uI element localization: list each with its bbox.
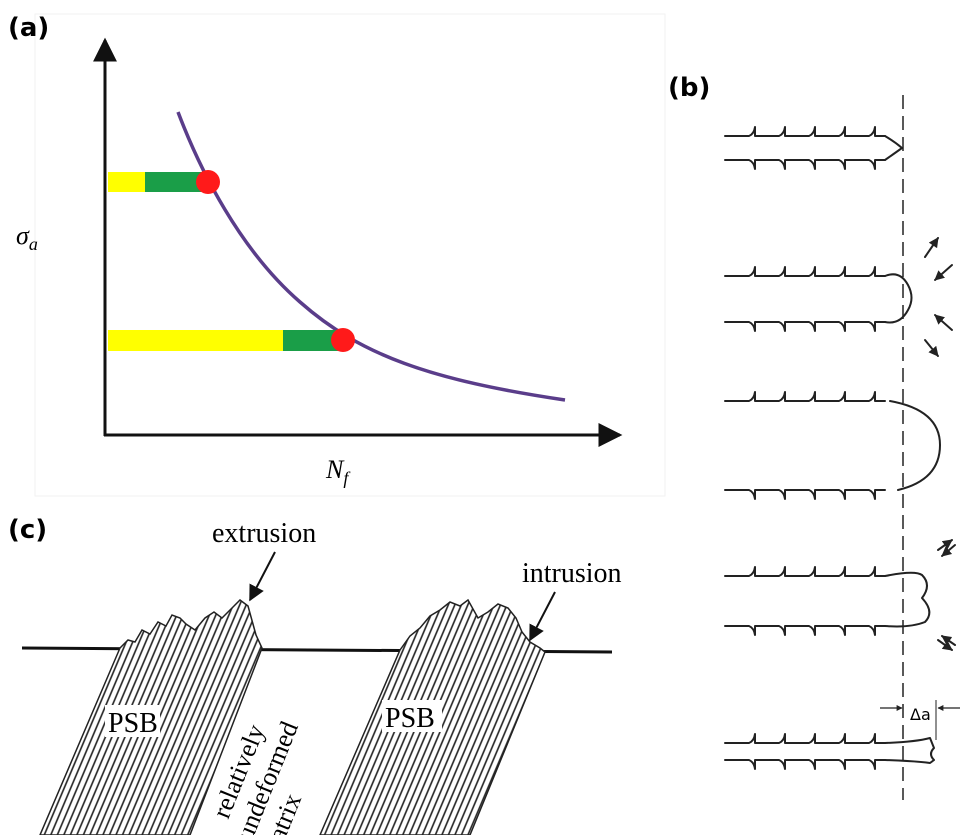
bar-yellow	[108, 172, 146, 192]
crack-flank	[724, 391, 886, 402]
crack-advance-label: Δa	[910, 705, 931, 724]
intrusion-label: intrusion	[522, 558, 622, 589]
bar-green	[283, 330, 343, 351]
psb-label: PSB	[385, 703, 435, 734]
extrusion-label: extrusion	[212, 518, 316, 549]
bar-green	[145, 172, 208, 192]
y-axis-label: σa	[16, 221, 38, 254]
panel-label: (b)	[668, 73, 710, 103]
arrow	[941, 544, 956, 557]
crack-flank	[724, 759, 886, 770]
point	[331, 328, 355, 352]
arrow	[934, 264, 953, 281]
panel-label: (c)	[8, 515, 47, 545]
crack-tip	[884, 737, 935, 764]
crack-tip	[884, 571, 931, 628]
psb-label: PSB	[108, 708, 158, 739]
crack-flank	[724, 733, 886, 744]
arrow	[941, 635, 956, 646]
arrow	[924, 339, 939, 357]
arrow	[934, 314, 953, 331]
crack-flank	[724, 566, 886, 577]
intrusion-arrow	[529, 591, 556, 642]
crack-tip	[884, 135, 903, 161]
crack-flank	[724, 489, 886, 500]
panel-label: (a)	[8, 13, 49, 43]
symbol: N	[325, 455, 345, 484]
extrusion-arrow	[249, 551, 276, 602]
crack-flank	[724, 126, 886, 137]
crack-tips	[880, 135, 960, 764]
crack-tip	[884, 273, 913, 324]
crack-flank	[724, 321, 886, 332]
crack-flank	[724, 159, 886, 170]
x-axis-label: Nf	[325, 455, 351, 488]
arrow	[924, 237, 939, 258]
crack-flank	[724, 625, 886, 636]
label-background	[382, 700, 442, 732]
crack-sketches	[724, 126, 886, 770]
point	[196, 170, 220, 194]
subscript: f	[343, 468, 351, 488]
arrow	[937, 539, 953, 551]
symbol: σ	[16, 221, 30, 250]
bar-yellow	[108, 330, 284, 351]
crack-flank	[724, 266, 886, 277]
label-background	[105, 705, 160, 737]
crack-tip	[889, 400, 941, 491]
panel-a-frame	[34, 13, 666, 497]
subscript: a	[29, 234, 38, 254]
